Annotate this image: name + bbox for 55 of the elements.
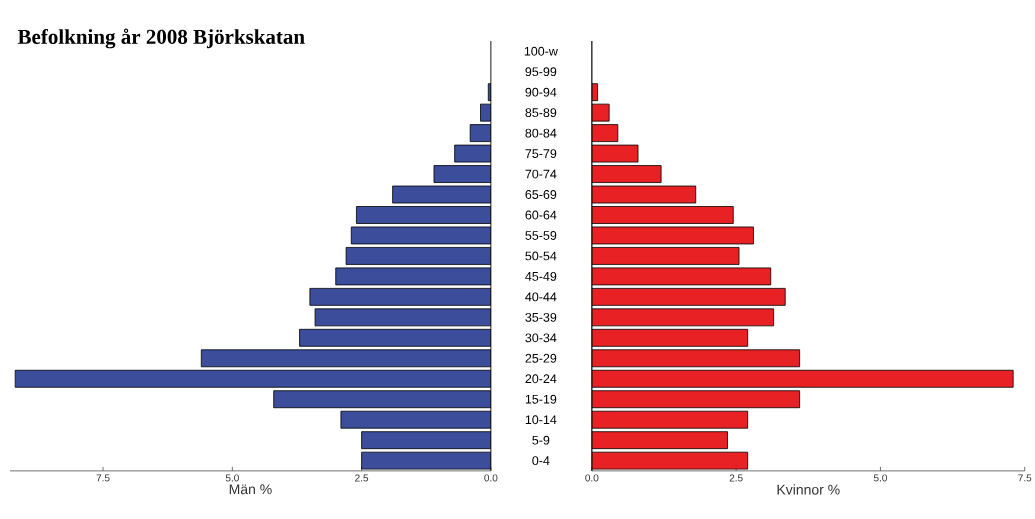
bar <box>299 328 491 347</box>
y-tick-label: 25-29 <box>525 353 557 363</box>
bar <box>200 349 491 368</box>
bar <box>309 288 491 306</box>
x-tick-label: 5.0 <box>225 474 239 482</box>
bar <box>591 206 734 224</box>
y-tick-label: 0-4 <box>532 456 550 466</box>
x-tick-label: 7.5 <box>1018 474 1032 482</box>
y-tick-label: 50-54 <box>525 251 557 261</box>
bar <box>591 328 749 347</box>
y-tick-label: 95-99 <box>525 67 557 77</box>
x-tick-label: 2.5 <box>729 474 743 482</box>
y-tick-label: 10-14 <box>525 415 557 425</box>
y-tick-label: 100-w <box>524 46 558 56</box>
bar <box>591 124 619 143</box>
bar <box>591 308 775 327</box>
bar <box>314 308 491 327</box>
y-tick-label: 5-9 <box>532 435 550 445</box>
bar <box>591 431 728 450</box>
y-tick-label: 40-44 <box>525 292 557 302</box>
bar <box>591 410 749 429</box>
y-tick-label: 65-69 <box>525 190 557 200</box>
x-axis-title: Män % <box>229 484 272 495</box>
bar <box>345 247 491 265</box>
y-tick-label: 80-84 <box>525 128 557 138</box>
bar <box>591 247 740 265</box>
bar <box>433 165 491 184</box>
y-tick-label: 45-49 <box>525 272 557 281</box>
bar <box>591 369 1014 388</box>
bar <box>591 288 786 306</box>
x-tick-label: 0.0 <box>484 474 498 482</box>
bar <box>361 431 491 450</box>
y-tick-label: 90-94 <box>525 87 557 97</box>
x-tick-label: 7.5 <box>96 474 110 482</box>
y-tick-label: 35-39 <box>525 312 557 322</box>
x-tick-label: 0.0 <box>585 474 599 482</box>
y-tick-label: 20-24 <box>525 374 557 384</box>
chart-title: Befolkning år 2008 Björkskatan <box>17 28 305 49</box>
bar <box>340 410 491 429</box>
y-tick-label: 70-74 <box>525 169 557 179</box>
x-tick-label: 2.5 <box>355 474 369 482</box>
bar <box>356 206 491 224</box>
y-tick-label: 85-89 <box>525 108 557 118</box>
bar <box>591 349 801 368</box>
bar <box>273 390 491 409</box>
bar <box>14 369 491 388</box>
x-axis-title: Kvinnor % <box>777 484 840 495</box>
y-tick-label: 60-64 <box>525 210 557 220</box>
y-tick-label: 55-59 <box>525 231 557 240</box>
y-tick-label: 15-19 <box>525 394 557 404</box>
bar <box>591 390 801 409</box>
y-tick-label: 30-34 <box>525 333 557 343</box>
x-tick-label: 5.0 <box>873 474 887 482</box>
bar <box>591 165 662 184</box>
y-tick-label: 75-79 <box>525 149 557 159</box>
